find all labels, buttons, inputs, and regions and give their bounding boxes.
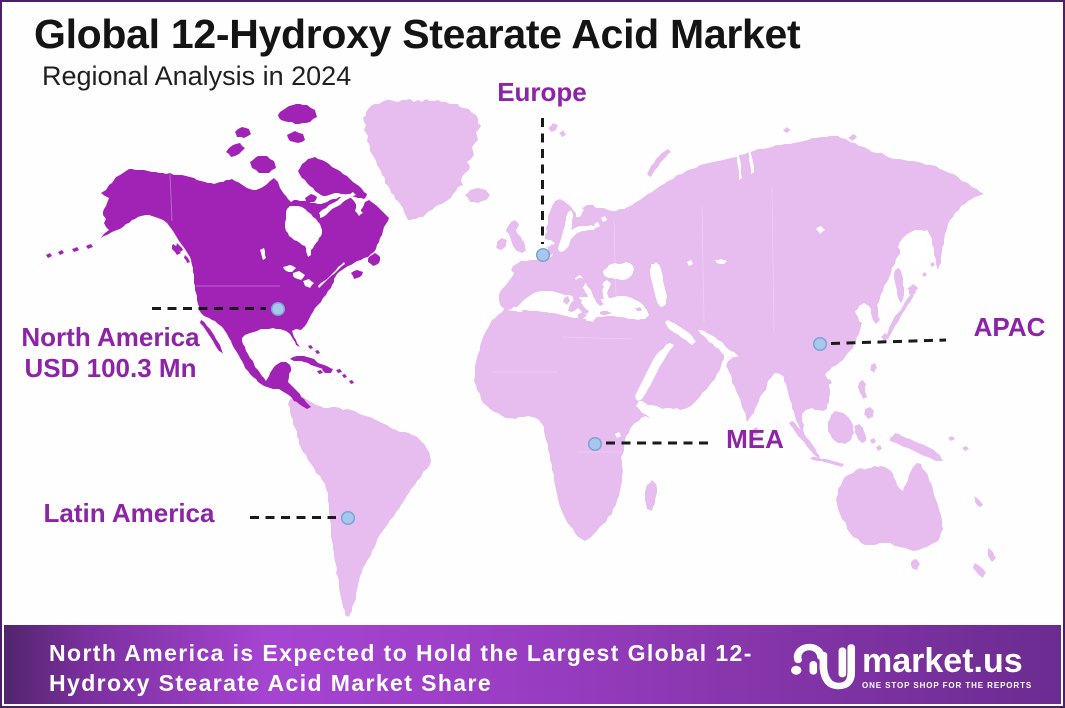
footer-headline-line2: Hydroxy Stearate Acid Market Share [49,670,493,696]
marketus-brand[interactable]: market.us ONE STOP SHOP FOR THE REPORTS [788,642,1032,692]
marker-europe[interactable] [535,247,551,263]
marker-apac[interactable] [812,336,828,352]
marker-north-america[interactable] [270,301,286,317]
brand-tagline: ONE STOP SHOP FOR THE REPORTS [862,681,1033,690]
page-title: Global 12-Hydroxy Stearate Acid Market [34,11,801,57]
footer-headline-line1: North America is Expected to Hold the La… [49,640,753,666]
region-label-latin-america-text: Latin America [43,498,215,528]
region-label-latin-america[interactable]: Latin America [39,498,219,529]
marker-latin-america[interactable] [340,510,356,526]
region-label-apac[interactable]: APAC [952,312,1065,343]
region-label-apac-text: APAC [973,312,1046,342]
land-other-regions [288,99,996,617]
footer-headline: North America is Expected to Hold the La… [49,638,753,698]
brand-text: market.us ONE STOP SHOP FOR THE REPORTS [862,642,1033,690]
region-label-north-america[interactable]: North America USD 100.3 Mn [13,322,208,384]
marketus-logo-icon [791,643,856,690]
brand-name: market.us [862,642,1023,680]
region-label-europe-text: Europe [497,77,587,107]
region-value-north-america: USD 100.3 Mn [24,353,197,383]
marker-mea[interactable] [587,436,603,452]
region-label-europe[interactable]: Europe [457,77,627,108]
land-over-seas [547,244,642,319]
seas-and-lakes [260,148,926,438]
country-borders [492,186,775,453]
page-subtitle: Regional Analysis in 2024 [42,61,352,91]
region-label-mea-text: MEA [726,424,784,454]
footer-banner: North America is Expected to Hold the La… [4,625,1061,704]
region-label-north-america-text: North America [21,322,200,352]
leader-line-apac [830,338,947,345]
region-label-mea[interactable]: MEA [690,424,820,455]
na-internal-borders [169,173,280,287]
